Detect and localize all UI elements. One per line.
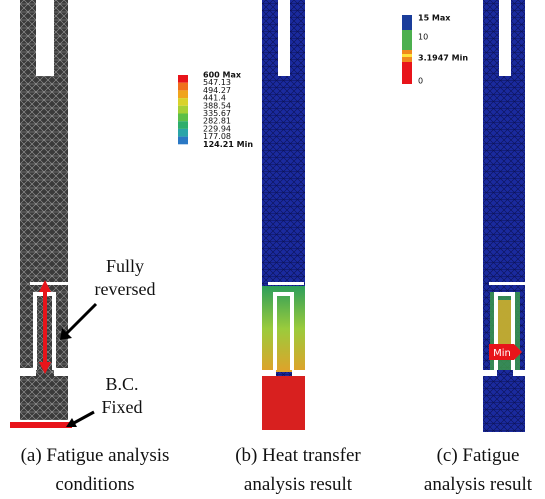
legend-label: 229.94 <box>203 124 231 133</box>
legend-label: 494.27 <box>203 86 231 95</box>
legend-swatch <box>178 82 188 91</box>
fixed-support <box>10 422 72 428</box>
gap <box>489 282 525 285</box>
gap <box>33 292 56 370</box>
legend-label: 282.81 <box>203 117 231 126</box>
annotation: Fixed <box>101 397 142 417</box>
legend-swatch <box>178 90 188 99</box>
gap <box>273 292 294 370</box>
legend-swatch <box>402 62 412 84</box>
heat-zone <box>262 286 305 372</box>
slot <box>36 0 54 76</box>
annotation: Fully <box>106 256 144 276</box>
heat-zone <box>262 376 305 430</box>
legend-label: 600 Max <box>203 71 242 80</box>
legend-label: 124.21 Min <box>203 140 253 149</box>
legend-label: 15 Max <box>418 14 451 23</box>
legend-label: 441.4 <box>203 94 226 103</box>
panel-b: 600 Max547.13494.27441.4388.54335.67282.… <box>178 0 361 495</box>
gap <box>54 368 68 376</box>
legend-label: 10 <box>418 33 428 42</box>
legend-swatch <box>178 98 188 106</box>
caption: (a) Fatigue analysis <box>21 445 170 466</box>
stress-zone <box>496 300 514 350</box>
gap <box>30 282 70 285</box>
legend-swatch <box>178 75 188 83</box>
gap <box>483 370 497 376</box>
caption: analysis result <box>424 474 533 495</box>
pointer <box>62 302 98 338</box>
gap <box>292 370 305 376</box>
legend-label: 0 <box>418 77 423 86</box>
gap <box>494 292 515 370</box>
legend-swatch <box>402 54 412 57</box>
annotation: B.C. <box>105 374 138 394</box>
legend-swatch <box>178 105 188 114</box>
gap <box>513 370 525 376</box>
legend-swatch <box>178 121 188 129</box>
legend-swatch <box>402 30 412 50</box>
caption: (b) Heat transfer <box>235 445 361 466</box>
legend-label: 335.67 <box>203 109 231 118</box>
slot <box>278 0 290 76</box>
legend: 600 Max547.13494.27441.4388.54335.67282.… <box>178 71 253 149</box>
slot <box>499 0 511 76</box>
gap <box>20 368 36 376</box>
legend-swatch <box>178 128 188 137</box>
caption: (c) Fatigue <box>437 445 520 466</box>
legend-swatch <box>402 15 412 30</box>
legend-swatch <box>178 113 188 122</box>
caption: analysis result <box>244 474 353 495</box>
gap <box>268 282 304 285</box>
gap <box>262 370 276 376</box>
marker-label: Min <box>493 348 511 359</box>
annotation: reversed <box>95 279 156 299</box>
legend-swatch <box>178 136 188 145</box>
legend-label: 388.54 <box>203 101 231 110</box>
pointer <box>71 410 95 426</box>
legend-label: 3.1947 Min <box>418 54 468 63</box>
pointer-head <box>60 328 72 340</box>
panel-c: Min 15 Max 10 3.1947 Min 0 (c) Fatigue a… <box>402 0 533 495</box>
pointer-head <box>66 418 77 427</box>
panel-a: Fully reversed B.C. Fixed (a) Fatigue an… <box>10 0 169 495</box>
legend-label: 547.13 <box>203 78 231 87</box>
caption: conditions <box>55 474 134 495</box>
min-marker <box>489 344 522 360</box>
legend-label: 177.08 <box>203 132 231 141</box>
